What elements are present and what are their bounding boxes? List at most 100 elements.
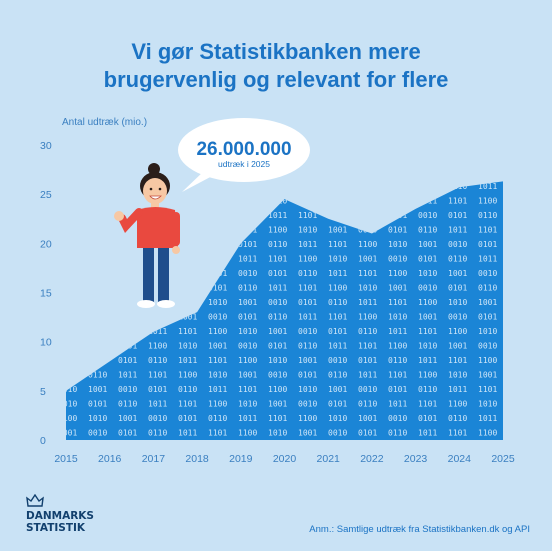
binary-text: 0110: [448, 182, 467, 191]
binary-text: 1011: [508, 284, 527, 293]
binary-text: 1011: [178, 197, 197, 206]
binary-text: 1011: [508, 211, 527, 220]
binary-text: 0010: [448, 313, 467, 322]
binary-text: 0110: [148, 356, 167, 365]
binary-text: 1011: [418, 197, 437, 206]
binary-text: 1100: [118, 313, 137, 322]
binary-text: 1100: [238, 429, 257, 438]
binary-text: 1100: [238, 197, 257, 206]
binary-text: 1010: [178, 342, 197, 351]
binary-text: 0101: [478, 313, 497, 322]
binary-text: 0010: [88, 197, 107, 206]
binary-text: 1011: [208, 226, 227, 235]
binary-text: 1011: [238, 182, 257, 191]
binary-text: 1001: [388, 211, 407, 220]
binary-text: 1001: [508, 327, 527, 336]
binary-text: 1010: [118, 443, 137, 452]
binary-text: 1001: [58, 356, 77, 365]
binary-text: 0101: [388, 226, 407, 235]
binary-text: 0010: [208, 313, 227, 322]
binary-text: 1011: [298, 240, 317, 249]
y-tick-label: 5: [40, 386, 46, 398]
binary-text: 0110: [328, 371, 347, 380]
binary-text: 0101: [118, 356, 137, 365]
binary-text: 0110: [478, 443, 497, 452]
binary-text: 1001: [448, 269, 467, 278]
binary-text: 0010: [88, 429, 107, 438]
binary-text: 1101: [58, 284, 77, 293]
binary-text: 1100: [298, 255, 317, 264]
binary-text: 0010: [178, 211, 197, 220]
binary-text: 0010: [388, 414, 407, 423]
binary-text: 1010: [418, 269, 437, 278]
binary-text: 1011: [148, 400, 167, 409]
binary-text: 0010: [358, 226, 377, 235]
binary-text: 1010: [298, 385, 317, 394]
binary-text: 1010: [298, 226, 317, 235]
binary-text: 0101: [118, 429, 137, 438]
binary-text: 1010: [478, 400, 497, 409]
binary-text: 1001: [238, 298, 257, 307]
y-tick-label: 30: [40, 140, 52, 152]
binary-text: 1001: [478, 371, 497, 380]
page-title: Vi gør Statistikbanken mere brugervenlig…: [0, 38, 552, 94]
binary-text: 0110: [388, 356, 407, 365]
binary-text: 1100: [178, 298, 197, 307]
binary-text: 0010: [208, 240, 227, 249]
binary-text: 0110: [208, 414, 227, 423]
binary-text: 0110: [208, 255, 227, 264]
binary-text: 1101: [448, 356, 467, 365]
binary-text: 1011: [478, 255, 497, 264]
binary-text: 0101: [238, 240, 257, 249]
binary-text: 1010: [388, 240, 407, 249]
binary-text: 1001: [208, 269, 227, 278]
binary-text: 0010: [298, 400, 317, 409]
binary-text: 1001: [418, 313, 437, 322]
binary-text: 0110: [88, 298, 107, 307]
binary-text: 1011: [478, 414, 497, 423]
binary-text: 0101: [358, 356, 377, 365]
binary-text: 1001: [418, 240, 437, 249]
binary-text: 1011: [328, 342, 347, 351]
binary-text: 1001: [508, 400, 527, 409]
binary-text: 1001: [178, 313, 197, 322]
binary-text: 1101: [208, 429, 227, 438]
binary-text: 1010: [328, 414, 347, 423]
binary-text: 0110: [358, 400, 377, 409]
x-tick-label: 2020: [273, 453, 297, 465]
binary-text: 1101: [508, 255, 527, 264]
binary-text: 1100: [88, 211, 107, 220]
binary-text: 0010: [328, 197, 347, 206]
smile: [149, 195, 162, 200]
x-ticks: 2015 2016 2017 2018 2019 2020 2021 2022 2023 2024…: [54, 453, 515, 465]
binary-text: 1101: [58, 443, 77, 452]
binary-text: 0110: [418, 385, 437, 394]
binary-text: 1100: [388, 269, 407, 278]
binary-text: 1011: [148, 327, 167, 336]
binary-text: 1011: [418, 429, 437, 438]
binary-text: 1100: [388, 342, 407, 351]
binary-text: 1100: [58, 414, 77, 423]
shoe-right: [157, 300, 175, 308]
binary-text: 1011: [448, 385, 467, 394]
binary-text: 1010: [418, 342, 437, 351]
binary-text: 1001: [358, 182, 377, 191]
binary-text: 1010: [58, 226, 77, 235]
binary-text: 0110: [478, 211, 497, 220]
binary-text: 1101: [88, 313, 107, 322]
binary-text: 1011: [388, 400, 407, 409]
x-tick-label: 2021: [317, 453, 341, 465]
binary-text: 1100: [328, 211, 347, 220]
title-line-2: brugervenlig og relevant for flere: [103, 67, 449, 92]
binary-text: 0110: [58, 269, 77, 278]
binary-text: 0110: [478, 284, 497, 293]
binary-text: 1010: [268, 356, 287, 365]
binary-text: 1100: [178, 371, 197, 380]
binary-text: 1001: [208, 342, 227, 351]
shirt: [137, 207, 178, 248]
binary-text: 1100: [298, 414, 317, 423]
binary-text: 0110: [418, 226, 437, 235]
binary-text: 1011: [88, 342, 107, 351]
binary-text: 1010: [118, 284, 137, 293]
binary-text: 1101: [388, 298, 407, 307]
